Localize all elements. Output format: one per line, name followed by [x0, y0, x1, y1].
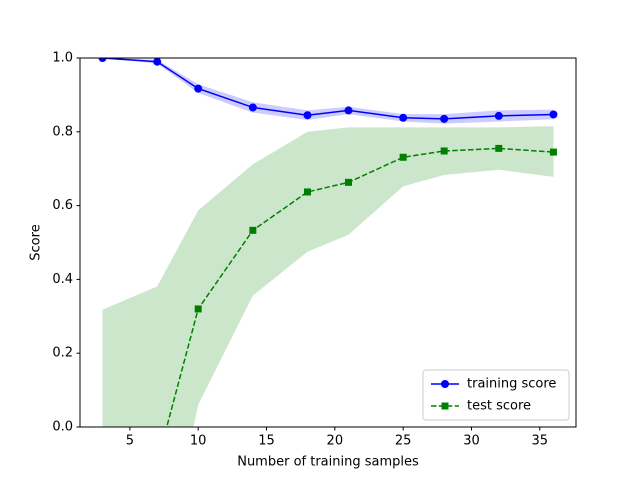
marker	[495, 144, 503, 152]
y-axis-label: Score	[29, 224, 44, 260]
x-tick-label: 10	[190, 434, 207, 449]
marker	[153, 58, 162, 66]
x-tick-label: 25	[395, 434, 412, 449]
marker	[248, 103, 257, 112]
marker	[304, 188, 312, 196]
axes-frame	[79, 57, 577, 428]
marker	[194, 84, 203, 93]
marker	[399, 153, 407, 161]
marker	[440, 147, 448, 155]
plot-area	[98, 58, 558, 466]
confidence-band	[102, 58, 554, 124]
marker	[549, 148, 557, 156]
marker	[494, 111, 503, 120]
marker	[98, 58, 107, 62]
marker	[303, 111, 312, 120]
series-line	[165, 147, 554, 427]
marker	[440, 114, 449, 123]
x-tick-label: 35	[532, 434, 549, 449]
marker	[194, 305, 202, 313]
y-tick-label: 0.6	[52, 198, 73, 213]
x-tick-label: 15	[258, 434, 275, 449]
y-tick-label: 1.0	[52, 51, 73, 66]
legend-label: training score	[467, 377, 556, 392]
y-tick-label: 0.8	[52, 124, 73, 139]
x-axis-label: Number of training samples	[237, 455, 419, 470]
legend: training score test score	[422, 369, 570, 421]
legend-label: test score	[467, 399, 531, 414]
x-tick-label: 20	[327, 434, 344, 449]
y-tick-label: 0.4	[52, 272, 73, 287]
series-line	[102, 58, 554, 120]
x-tick-label: 30	[463, 434, 480, 449]
confidence-band	[102, 126, 554, 427]
marker	[549, 110, 558, 119]
x-tick-label: 5	[126, 434, 134, 449]
marker	[441, 402, 449, 410]
marker	[399, 113, 408, 122]
y-tick-label: 0.2	[52, 346, 73, 361]
marker	[154, 460, 160, 466]
legend-box	[422, 369, 570, 421]
marker	[249, 226, 257, 234]
y-tick-label: 0.0	[52, 420, 73, 435]
marker	[441, 380, 449, 388]
marker	[344, 178, 352, 186]
marker	[344, 106, 353, 115]
